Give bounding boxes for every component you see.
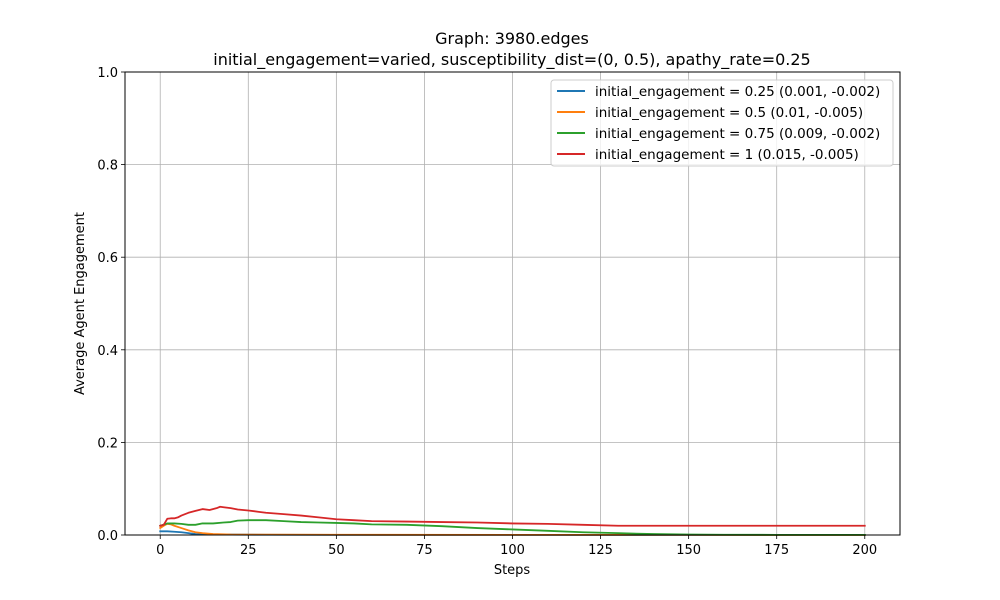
x-tick-label: 175 — [764, 543, 789, 558]
axis-ticks: 0 25 50 75 100 125 150 175 200 0.0 0.2 0.4 0.6 0.8 1.0 — [97, 66, 877, 558]
chart-title: Graph: 3980.edges — [435, 29, 589, 48]
y-axis-label: Average Agent Engagement — [73, 212, 88, 395]
x-tick-label: 100 — [500, 543, 525, 558]
x-tick-label: 50 — [328, 543, 345, 558]
legend-label-4: initial_engagement = 1 (0.015, -0.005) — [595, 147, 859, 163]
y-tick-label: 0.4 — [97, 344, 118, 359]
x-tick-label: 0 — [156, 543, 164, 558]
series-line-3 — [159, 519, 866, 536]
legend-box — [550, 79, 894, 167]
series-line-4 — [159, 505, 866, 527]
x-axis-label: Steps — [494, 563, 531, 578]
chart-subtitle: initial_engagement=varied, susceptibilit… — [213, 50, 810, 70]
y-tick-label: 0.8 — [97, 159, 118, 174]
x-tick-label: 125 — [588, 543, 613, 558]
legend: initial_engagement = 0.25 (0.001, -0.002… — [550, 79, 894, 167]
legend-label-3: initial_engagement = 0.75 (0.009, -0.002… — [595, 126, 880, 142]
x-tick-label: 25 — [240, 543, 257, 558]
legend-label-2: initial_engagement = 0.5 (0.01, -0.005) — [595, 105, 863, 121]
y-tick-label: 0.0 — [97, 529, 118, 544]
legend-label-1: initial_engagement = 0.25 (0.001, -0.002… — [595, 84, 880, 100]
y-tick-label: 0.2 — [97, 436, 118, 451]
y-tick-label: 1.0 — [97, 66, 118, 81]
x-tick-label: 150 — [676, 543, 701, 558]
y-tick-label: 0.6 — [97, 251, 118, 266]
x-tick-label: 75 — [416, 543, 433, 558]
x-tick-label: 200 — [852, 543, 877, 558]
